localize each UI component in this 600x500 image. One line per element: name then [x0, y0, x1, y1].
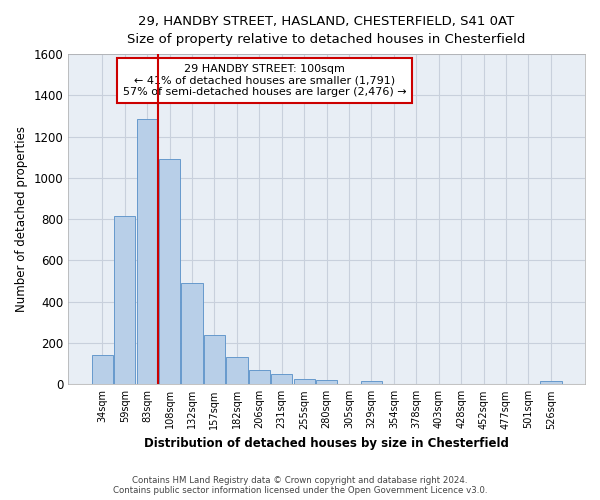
Bar: [137, 119, 158, 384]
Text: 29 HANDBY STREET: 100sqm
← 41% of detached houses are smaller (1,791)
57% of sem: 29 HANDBY STREET: 100sqm ← 41% of detach…: [123, 64, 406, 97]
Text: Contains HM Land Registry data © Crown copyright and database right 2024.
Contai: Contains HM Land Registry data © Crown c…: [113, 476, 487, 495]
Bar: [293, 378, 315, 384]
Title: 29, HANDBY STREET, HASLAND, CHESTERFIELD, S41 0AT
Size of property relative to d: 29, HANDBY STREET, HASLAND, CHESTERFIELD…: [127, 15, 526, 46]
Bar: [540, 381, 562, 384]
Bar: [316, 380, 337, 384]
Bar: [271, 374, 292, 384]
Bar: [181, 283, 203, 384]
Bar: [92, 356, 113, 384]
Bar: [248, 370, 270, 384]
Bar: [159, 160, 180, 384]
Y-axis label: Number of detached properties: Number of detached properties: [15, 126, 28, 312]
X-axis label: Distribution of detached houses by size in Chesterfield: Distribution of detached houses by size …: [144, 437, 509, 450]
Bar: [226, 358, 248, 384]
Bar: [114, 216, 136, 384]
Bar: [361, 381, 382, 384]
Bar: [204, 335, 225, 384]
